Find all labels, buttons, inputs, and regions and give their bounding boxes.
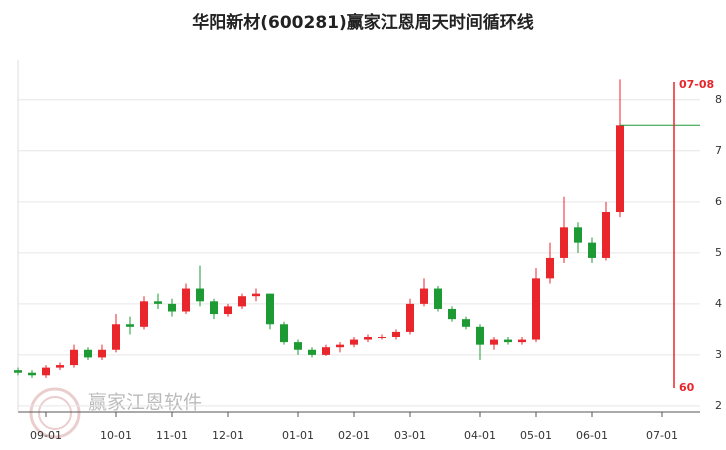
y-tick-label: 6 bbox=[715, 195, 722, 208]
y-tick-label: 8 bbox=[715, 93, 722, 106]
x-tick-label: 02-01 bbox=[338, 429, 370, 442]
candle-body bbox=[126, 324, 134, 327]
candle-body bbox=[98, 349, 106, 358]
watermark-logo bbox=[29, 387, 81, 439]
candle-body bbox=[28, 372, 36, 376]
candle-body bbox=[210, 301, 218, 315]
candle-body bbox=[196, 288, 204, 302]
candle-body bbox=[182, 288, 190, 312]
candle-body bbox=[336, 344, 344, 348]
watermark: 赢家江恩软件 bbox=[88, 392, 202, 414]
candle-body bbox=[406, 303, 414, 332]
candle-body bbox=[266, 293, 274, 325]
candle-body bbox=[574, 227, 582, 243]
y-tick-label: 4 bbox=[715, 297, 722, 310]
x-tick-label: 01-01 bbox=[282, 429, 314, 442]
x-tick-label: 11-01 bbox=[156, 429, 188, 442]
candle-body bbox=[252, 293, 260, 297]
candle-body bbox=[140, 301, 148, 327]
candle-body bbox=[280, 324, 288, 343]
candle-body bbox=[308, 349, 316, 355]
y-tick-label: 5 bbox=[715, 246, 722, 259]
y-tick-label: 3 bbox=[715, 348, 722, 361]
x-tick-label: 05-01 bbox=[520, 429, 552, 442]
candle-body bbox=[392, 331, 400, 338]
candle-body bbox=[112, 324, 120, 350]
candle-body bbox=[616, 125, 624, 213]
candle-body bbox=[546, 257, 554, 279]
x-tick-label: 03-01 bbox=[394, 429, 426, 442]
candle-body bbox=[560, 227, 568, 258]
candle-body bbox=[420, 288, 428, 304]
candle-body bbox=[14, 370, 22, 373]
candle-body bbox=[294, 342, 302, 350]
candle-body bbox=[84, 349, 92, 358]
y-tick-label: 2 bbox=[715, 399, 722, 412]
candle-body bbox=[532, 278, 540, 340]
chart-title: 华阳新材(600281)赢家江恩周天时间循环线 bbox=[192, 12, 534, 33]
cycle-count-label: 60 bbox=[679, 381, 695, 394]
candle-body bbox=[588, 242, 596, 258]
candle-body bbox=[490, 339, 498, 345]
candle-body bbox=[364, 337, 372, 340]
candle-body bbox=[224, 306, 232, 315]
x-tick-label: 12-01 bbox=[212, 429, 244, 442]
x-tick-label: 10-01 bbox=[100, 429, 132, 442]
candle-body bbox=[378, 337, 386, 339]
candle-body bbox=[56, 365, 64, 368]
x-tick-label: 04-01 bbox=[464, 429, 496, 442]
x-tick-label: 07-01 bbox=[646, 429, 678, 442]
candle-body bbox=[462, 319, 470, 327]
candle-body bbox=[322, 347, 330, 355]
candle-body bbox=[434, 288, 442, 309]
cycle-date-label: 07-08 bbox=[679, 78, 714, 91]
candle-body bbox=[168, 303, 176, 312]
candle-body bbox=[448, 308, 456, 320]
candle-body bbox=[504, 339, 512, 343]
candle-body bbox=[602, 212, 610, 258]
candle-body bbox=[42, 367, 50, 376]
x-tick-label: 06-01 bbox=[576, 429, 608, 442]
candle-body bbox=[238, 296, 246, 307]
candle-body bbox=[70, 349, 78, 366]
candle-body bbox=[350, 339, 358, 345]
candle-body bbox=[154, 301, 162, 304]
candle-body bbox=[518, 339, 526, 343]
y-tick-label: 7 bbox=[715, 144, 722, 157]
x-tick-label: 09-01 bbox=[30, 429, 62, 442]
candle-body bbox=[476, 326, 484, 345]
